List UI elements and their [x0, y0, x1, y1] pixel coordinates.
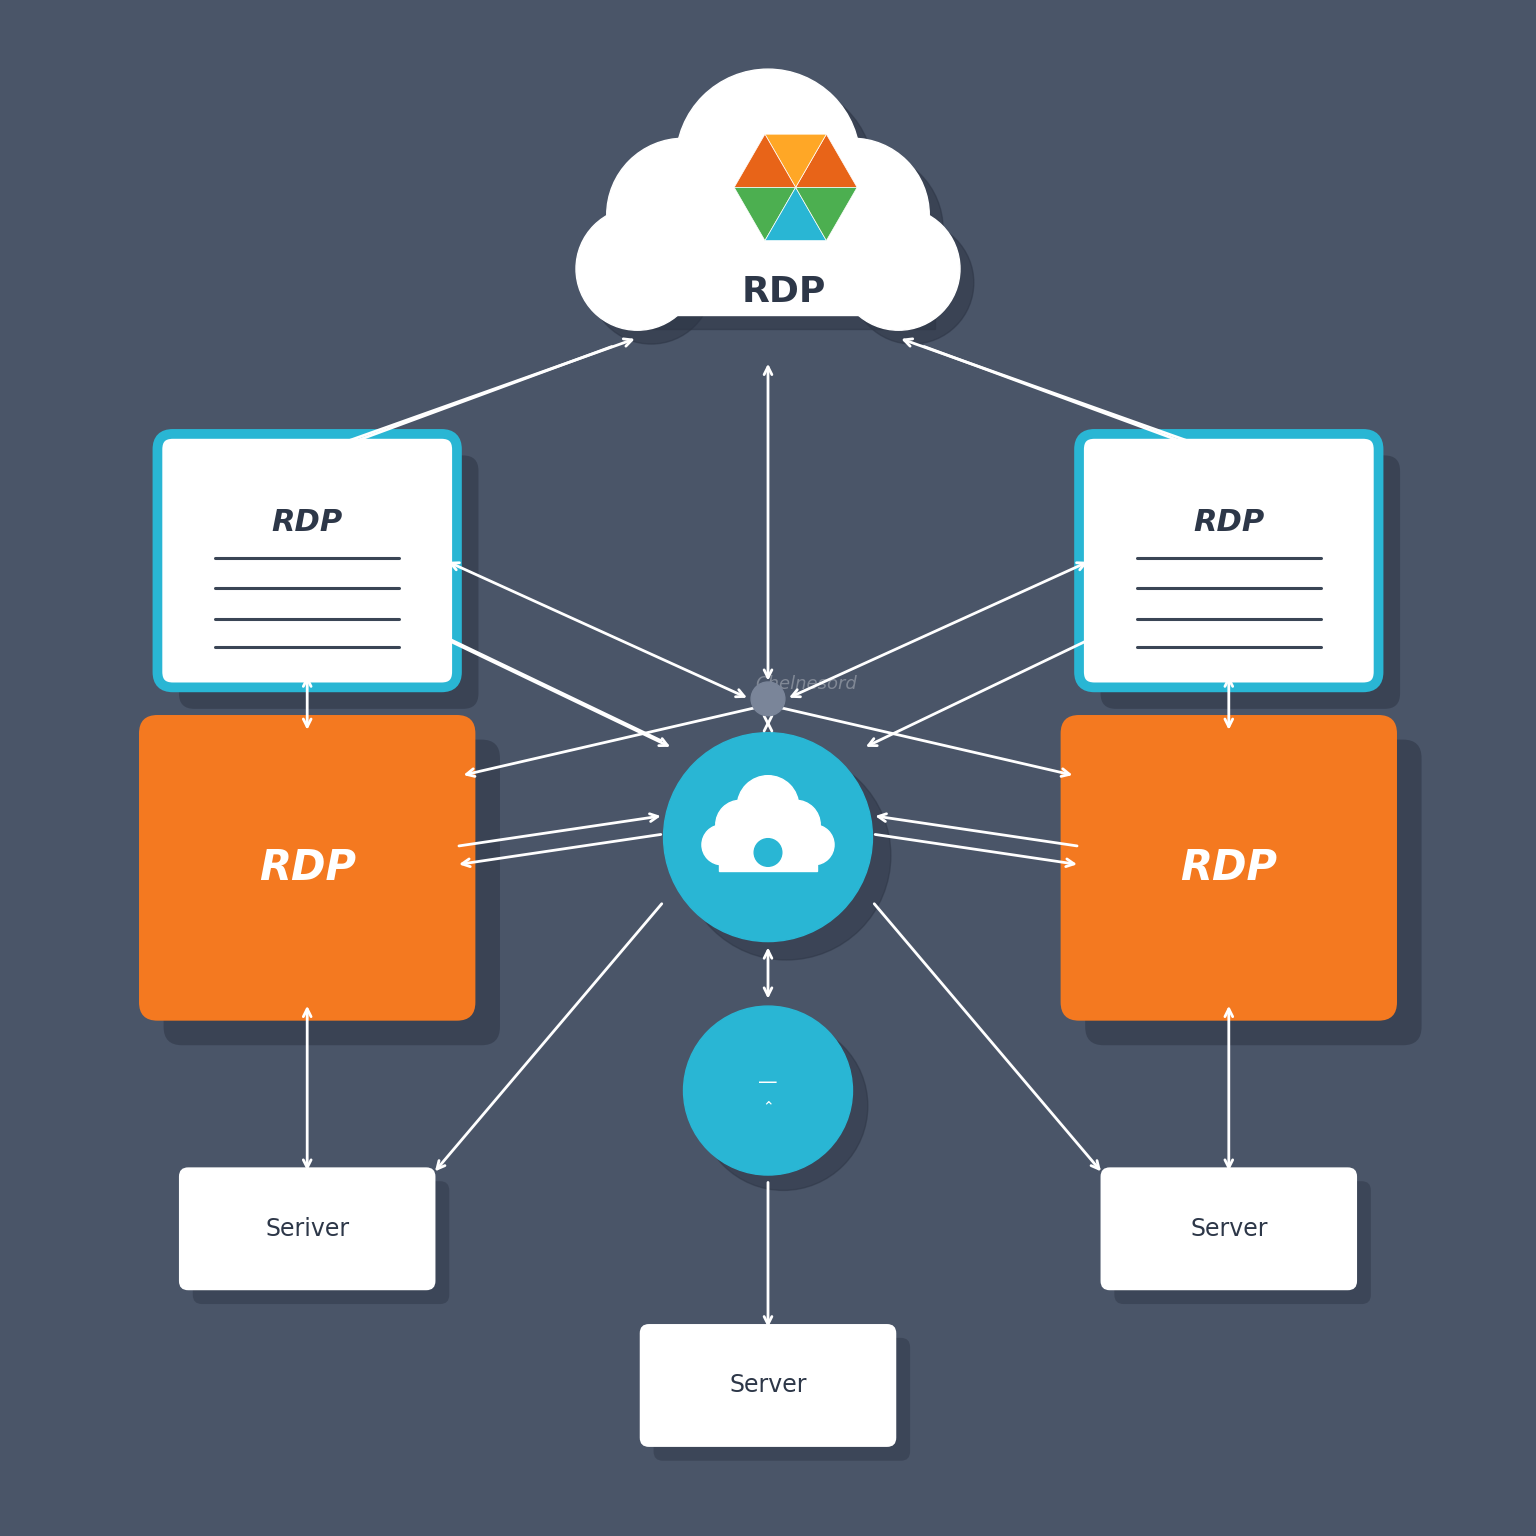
Circle shape — [702, 825, 742, 865]
Circle shape — [754, 839, 782, 866]
Text: Server: Server — [730, 1373, 806, 1398]
Circle shape — [607, 138, 760, 292]
Polygon shape — [734, 134, 796, 187]
Bar — [614, 223, 922, 315]
FancyBboxPatch shape — [194, 1181, 449, 1304]
Text: RDP: RDP — [1193, 508, 1264, 536]
FancyBboxPatch shape — [1100, 1167, 1358, 1290]
FancyBboxPatch shape — [158, 435, 458, 688]
Text: Seriver: Seriver — [266, 1217, 349, 1241]
Circle shape — [576, 207, 699, 330]
FancyBboxPatch shape — [180, 455, 479, 710]
Circle shape — [776, 138, 929, 292]
Bar — [628, 237, 935, 329]
FancyBboxPatch shape — [1060, 716, 1398, 1021]
Circle shape — [716, 800, 765, 849]
FancyBboxPatch shape — [1078, 435, 1379, 688]
Text: RDP: RDP — [258, 846, 356, 889]
Polygon shape — [796, 134, 857, 187]
Text: RDP: RDP — [1180, 846, 1278, 889]
Text: RDP: RDP — [272, 508, 343, 536]
FancyBboxPatch shape — [138, 716, 476, 1021]
Circle shape — [837, 207, 960, 330]
Bar — [719, 837, 817, 871]
Polygon shape — [765, 134, 826, 187]
FancyBboxPatch shape — [163, 740, 501, 1044]
Text: Server: Server — [1190, 1217, 1267, 1241]
FancyBboxPatch shape — [639, 1324, 897, 1447]
Circle shape — [790, 152, 943, 306]
Text: ⌃: ⌃ — [762, 1098, 774, 1114]
Text: RDP: RDP — [742, 275, 825, 309]
FancyBboxPatch shape — [654, 1338, 909, 1461]
Circle shape — [676, 69, 860, 253]
Circle shape — [737, 776, 799, 837]
Circle shape — [682, 751, 891, 960]
Circle shape — [751, 682, 785, 716]
Circle shape — [684, 1006, 852, 1175]
Text: Chelnesord: Chelnesord — [756, 674, 857, 693]
Polygon shape — [765, 187, 826, 241]
Circle shape — [794, 825, 834, 865]
Circle shape — [664, 733, 872, 942]
FancyBboxPatch shape — [1100, 455, 1399, 710]
Polygon shape — [796, 187, 857, 241]
Circle shape — [690, 83, 874, 267]
FancyBboxPatch shape — [1084, 740, 1422, 1044]
Circle shape — [771, 800, 820, 849]
Circle shape — [851, 221, 974, 344]
Polygon shape — [734, 187, 796, 241]
Circle shape — [621, 152, 774, 306]
Text: —: — — [759, 1074, 777, 1092]
FancyBboxPatch shape — [1114, 1181, 1372, 1304]
Circle shape — [699, 1021, 868, 1190]
FancyBboxPatch shape — [178, 1167, 436, 1290]
Circle shape — [590, 221, 713, 344]
